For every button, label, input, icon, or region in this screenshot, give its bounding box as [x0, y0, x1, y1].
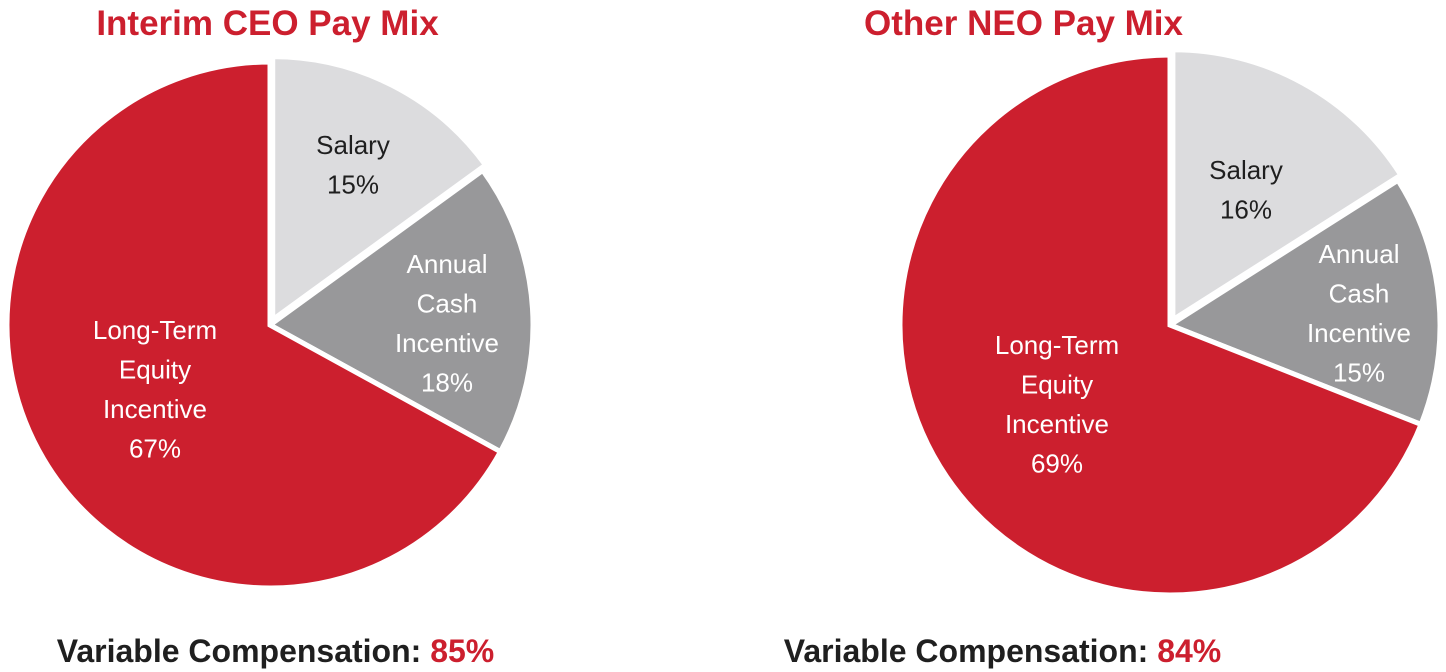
other-neo-label-annual-cash-line: Annual	[1319, 239, 1400, 269]
other-neo-slice-salary	[1170, 47, 1405, 325]
interim-ceo-chart: Salary 15% Annual Cash Incentive 18% Long-Term…	[0, 4, 637, 671]
other-neo-title: Other NEO Pay Mix	[864, 4, 1183, 43]
interim-ceo-slice-long-term-equity	[4, 59, 504, 591]
other-neo-label-annual-cash-line: Cash	[1329, 279, 1390, 309]
interim-ceo-label-annual-cash-line: 18%	[421, 368, 473, 398]
interim-ceo-label-long-term-equity-line: 67%	[129, 434, 181, 464]
other-neo-variable-comp-value: 84%	[1157, 633, 1222, 669]
interim-ceo-label-annual-cash-line: Annual	[407, 249, 488, 279]
other-neo-label-long-term-equity-line: Incentive	[1005, 409, 1109, 439]
other-neo-variable-comp-label: Variable Compensation:	[783, 633, 1158, 669]
other-neo-label-salary-line: 16%	[1220, 195, 1272, 225]
other-neo-pie: Salary 16% Annual Cash Incentive 15% Long-Term…	[897, 47, 1443, 598]
interim-ceo-label-long-term-equity-line: Long-Term	[93, 315, 217, 345]
interim-ceo-label-salary-line: Salary	[316, 130, 390, 160]
interim-ceo-title: Interim CEO Pay Mix	[96, 4, 439, 43]
interim-ceo-slice-salary	[270, 54, 489, 325]
other-neo-label-annual-cash-line: Incentive	[1307, 318, 1411, 348]
interim-ceo-variable-comp-value: 85%	[430, 633, 495, 669]
interim-ceo-label-salary: Salary 15%	[316, 130, 390, 200]
other-neo-slice-long-term-equity	[897, 52, 1425, 598]
other-neo-label-annual-cash-line: 15%	[1333, 358, 1385, 388]
interim-ceo-slice-annual-cash	[265, 166, 536, 456]
other-neo-label-long-term-equity-line: Equity	[1021, 370, 1093, 400]
interim-ceo-pie: Salary 15% Annual Cash Incentive 18% Long-Term…	[4, 54, 536, 591]
interim-ceo-label-annual-cash: Annual Cash Incentive 18%	[395, 249, 499, 398]
other-neo-chart: Salary 16% Annual Cash Incentive 15% Long-Term…	[723, 0, 1446, 672]
other-neo-label-salary-line: Salary	[1209, 155, 1283, 185]
interim-ceo-label-annual-cash-line: Incentive	[395, 328, 499, 358]
interim-ceo-label-long-term-equity-line: Incentive	[103, 394, 207, 424]
other-neo-label-long-term-equity-line: Long-Term	[995, 330, 1119, 360]
interim-ceo-label-long-term-equity-line: Equity	[119, 355, 191, 385]
interim-ceo-label-long-term-equity: Long-Term Equity Incentive 67%	[93, 315, 217, 464]
other-neo-label-annual-cash: Annual Cash Incentive 15%	[1307, 239, 1411, 388]
other-neo-label-long-term-equity: Long-Term Equity Incentive 69%	[995, 330, 1119, 479]
interim-ceo-label-annual-cash-line: Cash	[417, 289, 478, 319]
other-neo-label-long-term-equity-line: 69%	[1031, 449, 1083, 479]
interim-ceo-variable-comp: Variable Compensation: 85%	[0, 631, 637, 671]
interim-ceo-variable-comp-label: Variable Compensation:	[56, 633, 431, 669]
other-neo-label-salary: Salary 16%	[1209, 155, 1283, 225]
interim-ceo-label-salary-line: 15%	[327, 170, 379, 200]
other-neo-slice-annual-cash	[1164, 176, 1443, 428]
other-neo-variable-comp: Variable Compensation: 84%	[641, 631, 1364, 671]
